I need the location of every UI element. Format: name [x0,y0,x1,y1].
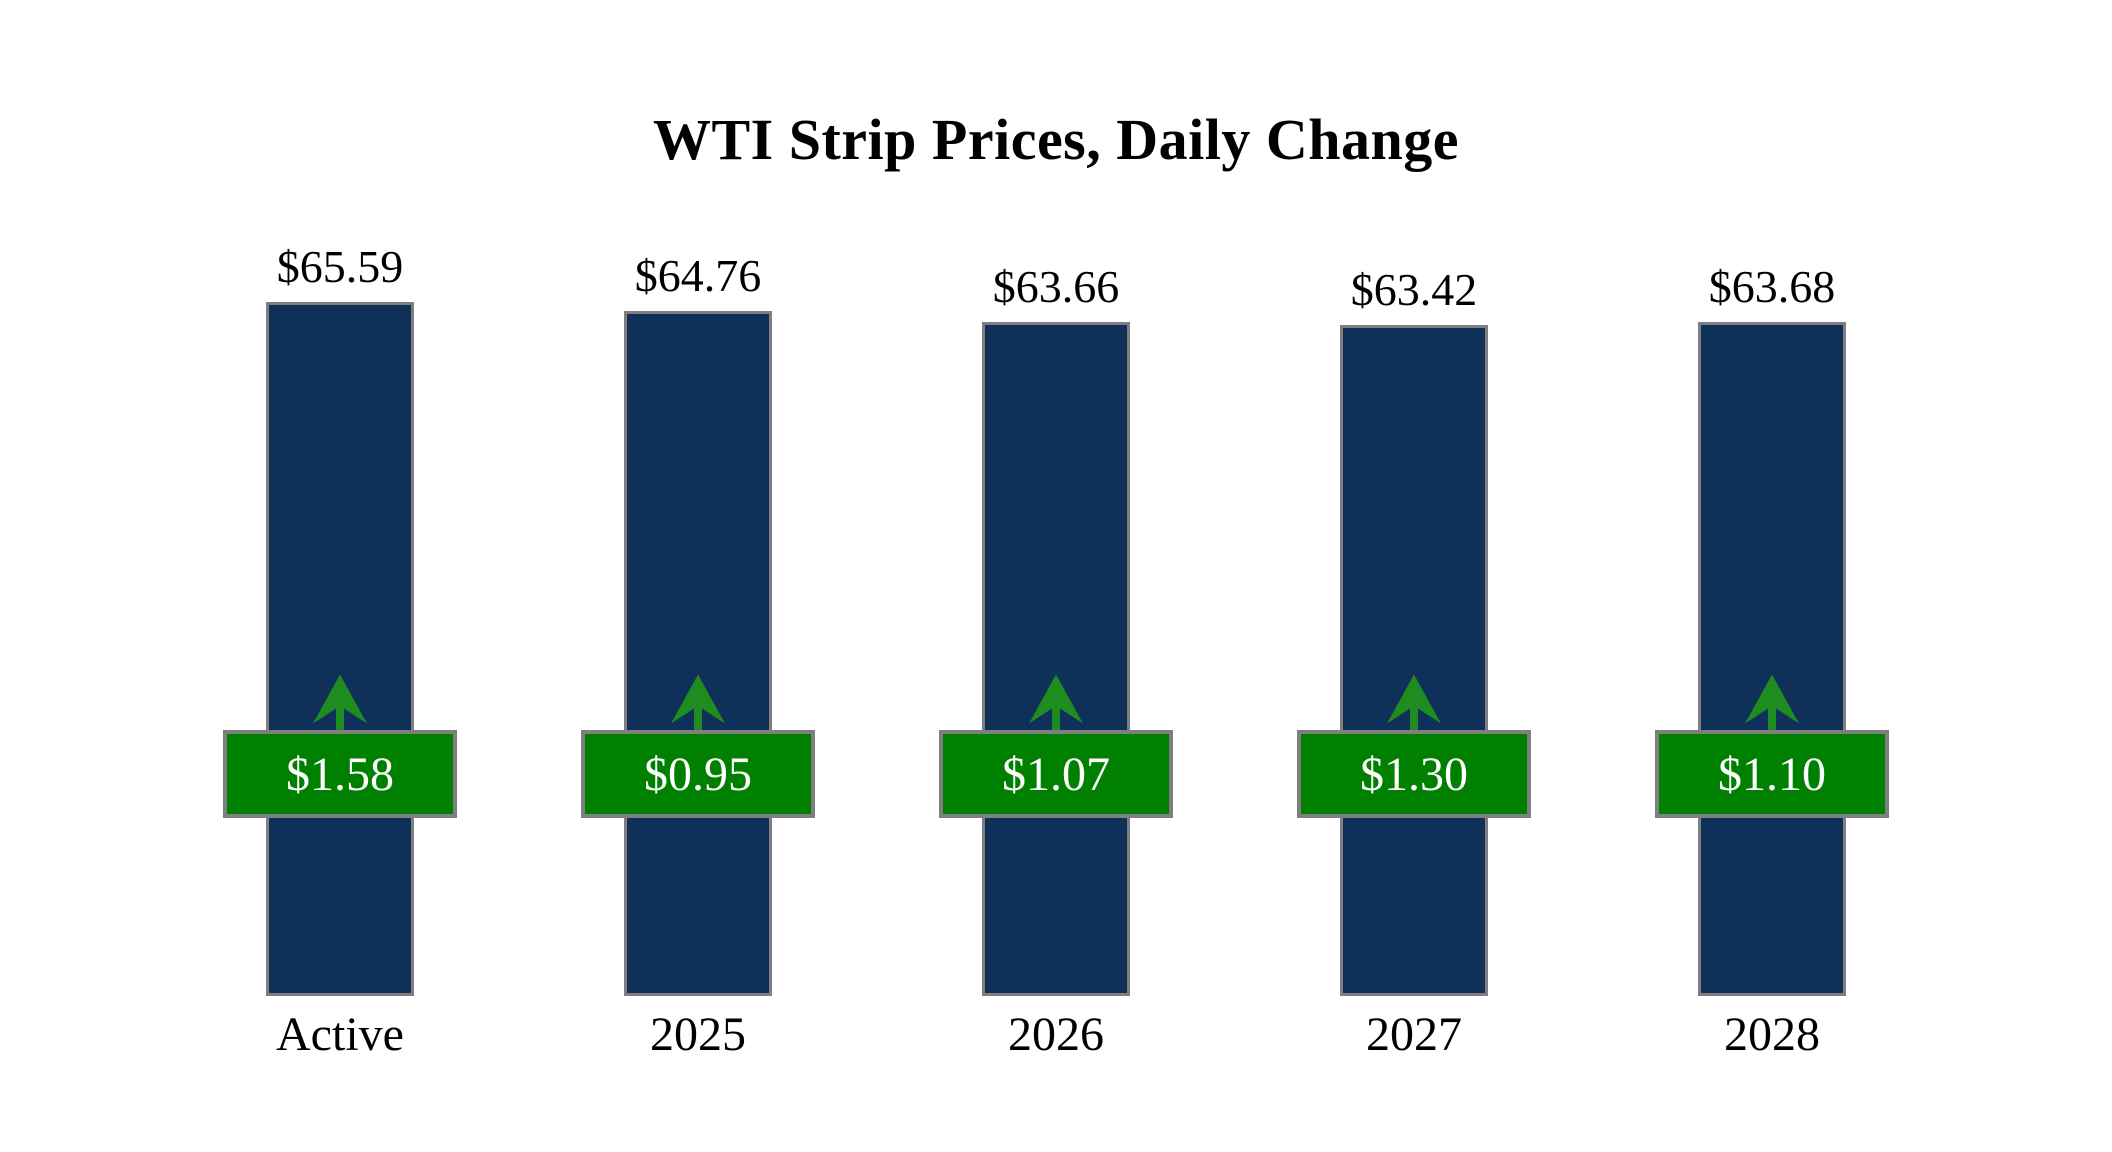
change-badge: $0.95 [581,730,815,818]
change-badge: $1.10 [1655,730,1889,818]
change-badge-label: $1.10 [1718,747,1826,801]
up-arrow-icon [1743,674,1801,732]
up-arrow-icon [669,674,727,732]
bar-group: $63.42 $1.30 2027 [1235,0,1593,1152]
up-arrow-icon [311,674,369,732]
bar [1698,322,1846,996]
change-badge-label: $1.07 [1002,747,1110,801]
bar-price-label: $63.68 [1708,261,1836,312]
chart-title: WTI Strip Prices, Daily Change [652,107,1460,172]
bar [624,311,772,996]
bar-group: $63.66 $1.07 2026 [877,0,1235,1152]
bar-category-label: Active [276,1008,404,1061]
bar-price-label: $63.42 [1350,264,1478,315]
change-badge: $1.07 [939,730,1173,818]
bar-price-label: $63.66 [992,261,1120,312]
bar-group: $64.76 $0.95 2025 [519,0,877,1152]
bar-category-label: 2025 [650,1008,746,1061]
bar-price-label: $64.76 [634,250,762,301]
bar-category-label: 2027 [1366,1008,1462,1061]
up-arrow-icon [1027,674,1085,732]
bar [266,302,414,996]
bar [1340,325,1488,996]
bar-category-label: 2026 [1008,1008,1104,1061]
change-badge-label: $1.58 [286,747,394,801]
bar-group: $63.68 $1.10 2028 [1593,0,1951,1152]
bar-group: $65.59 $1.58 Active [161,0,519,1152]
bar-price-label: $65.59 [276,241,404,292]
change-badge: $1.30 [1297,730,1531,818]
bar-category-label: 2028 [1724,1008,1820,1061]
up-arrow-icon [1385,674,1443,732]
bar [982,322,1130,996]
change-badge-label: $1.30 [1360,747,1468,801]
change-badge-label: $0.95 [644,747,752,801]
change-badge: $1.58 [223,730,457,818]
